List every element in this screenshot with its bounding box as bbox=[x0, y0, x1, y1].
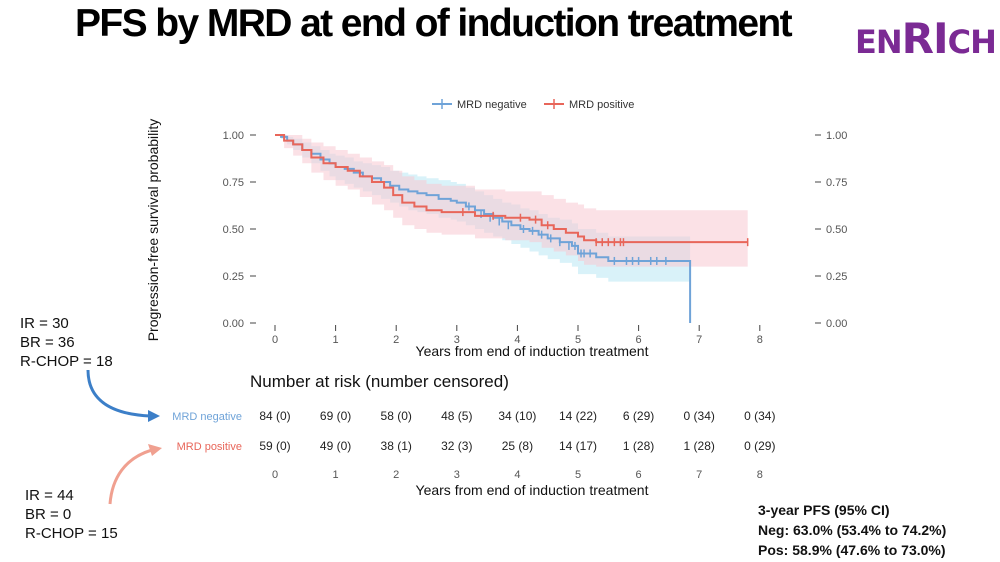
negative-group-note: IR = 30 BR = 36 R-CHOP = 18 bbox=[20, 314, 113, 371]
positive-arrow-head bbox=[148, 444, 162, 456]
risk-x-tick-label: 3 bbox=[454, 469, 460, 481]
note-line: BR = 0 bbox=[25, 506, 72, 523]
risk-cell: 14 (17) bbox=[559, 439, 597, 453]
y-tick-label-left: 1.00 bbox=[223, 130, 244, 142]
y-axis-label: Progression-free survival probability bbox=[145, 119, 161, 342]
note-line: IR = 30 bbox=[20, 315, 69, 332]
risk-x-tick-label: 6 bbox=[636, 469, 642, 481]
risk-cell: 6 (29) bbox=[623, 409, 654, 423]
risk-cell: 38 (1) bbox=[381, 439, 412, 453]
risk-x-tick-label: 5 bbox=[575, 469, 581, 481]
negative-arrow bbox=[86, 369, 151, 418]
km-curve-negative bbox=[275, 134, 692, 323]
risk-cell: 34 (10) bbox=[498, 409, 536, 423]
x-axis-label: Years from end of induction treatment bbox=[416, 343, 649, 359]
positive-arrow bbox=[108, 448, 153, 505]
risk-x-tick-label: 8 bbox=[757, 469, 763, 481]
risk-x-tick-label: 1 bbox=[333, 469, 339, 481]
risk-x-tick-label: 2 bbox=[393, 469, 399, 481]
risk-x-tick-label: 7 bbox=[696, 469, 702, 481]
y-tick-label-left: 0.50 bbox=[223, 224, 244, 236]
risk-x-tick-label: 4 bbox=[514, 469, 520, 481]
y-tick-label-right: 1.00 bbox=[826, 130, 847, 142]
note-line: R-CHOP = 15 bbox=[25, 525, 118, 542]
risk-cell: 48 (5) bbox=[441, 409, 472, 423]
risk-cell: 1 (28) bbox=[623, 439, 654, 453]
risk-cell: 0 (29) bbox=[744, 439, 775, 453]
x-tick-label: 1 bbox=[333, 334, 339, 346]
risk-cell: 32 (3) bbox=[441, 439, 472, 453]
y-tick-label-left: 0.25 bbox=[223, 271, 244, 283]
risk-cell: 69 (0) bbox=[320, 409, 351, 423]
negative-arrow-head bbox=[148, 410, 160, 422]
x-tick-label: 8 bbox=[757, 334, 763, 346]
y-tick-label-left: 0.00 bbox=[223, 318, 244, 330]
x-tick-label: 2 bbox=[393, 334, 399, 346]
risk-cell: 58 (0) bbox=[381, 409, 412, 423]
risk-table-title: Number at risk (number censored) bbox=[250, 372, 509, 391]
risk-cell: 25 (8) bbox=[502, 439, 533, 453]
risk-row-label: MRD positive bbox=[177, 441, 242, 453]
risk-cell: 49 (0) bbox=[320, 439, 351, 453]
risk-cell: 84 (0) bbox=[259, 409, 290, 423]
x-tick-label: 5 bbox=[575, 334, 581, 346]
note-line: BR = 36 bbox=[20, 334, 75, 351]
x-tick-label: 7 bbox=[696, 334, 702, 346]
risk-cell: 14 (22) bbox=[559, 409, 597, 423]
pfs-summary: 3-year PFS (95% CI) Neg: 63.0% (53.4% to… bbox=[758, 500, 946, 560]
legend-entry: MRD positive bbox=[569, 99, 634, 111]
x-tick-label: 0 bbox=[272, 334, 278, 346]
y-tick-label-right: 0.75 bbox=[826, 177, 847, 189]
risk-cell: 1 (28) bbox=[684, 439, 715, 453]
pfs-summary-title: 3-year PFS (95% CI) bbox=[758, 502, 890, 518]
pfs-summary-pos: Pos: 58.9% (47.6% to 73.0%) bbox=[758, 542, 946, 558]
x-tick-label: 6 bbox=[636, 334, 642, 346]
km-curve-positive bbox=[275, 134, 748, 244]
risk-cell: 0 (34) bbox=[744, 409, 775, 423]
enrich-logo: ENRICH bbox=[855, 14, 997, 63]
note-line: R-CHOP = 18 bbox=[20, 353, 113, 370]
ci-band-positive bbox=[275, 135, 748, 267]
legend-entry: MRD negative bbox=[457, 99, 527, 111]
risk-row-label: MRD negative bbox=[172, 411, 242, 423]
positive-group-note: IR = 44 BR = 0 R-CHOP = 15 bbox=[25, 486, 118, 543]
y-tick-label-right: 0.25 bbox=[826, 271, 847, 283]
y-tick-label-right: 0.50 bbox=[826, 224, 847, 236]
risk-x-axis-label: Years from end of induction treatment bbox=[416, 482, 649, 498]
risk-x-tick-label: 0 bbox=[272, 469, 278, 481]
y-tick-label-right: 0.00 bbox=[826, 318, 847, 330]
note-line: IR = 44 bbox=[25, 487, 74, 504]
page-title: PFS by MRD at end of induction treatment bbox=[75, 2, 793, 45]
risk-cell: 59 (0) bbox=[259, 439, 290, 453]
risk-cell: 0 (34) bbox=[684, 409, 715, 423]
pfs-summary-neg: Neg: 63.0% (53.4% to 74.2%) bbox=[758, 522, 947, 538]
x-tick-label: 3 bbox=[454, 334, 460, 346]
x-tick-label: 4 bbox=[514, 334, 520, 346]
y-tick-label-left: 0.75 bbox=[223, 177, 244, 189]
